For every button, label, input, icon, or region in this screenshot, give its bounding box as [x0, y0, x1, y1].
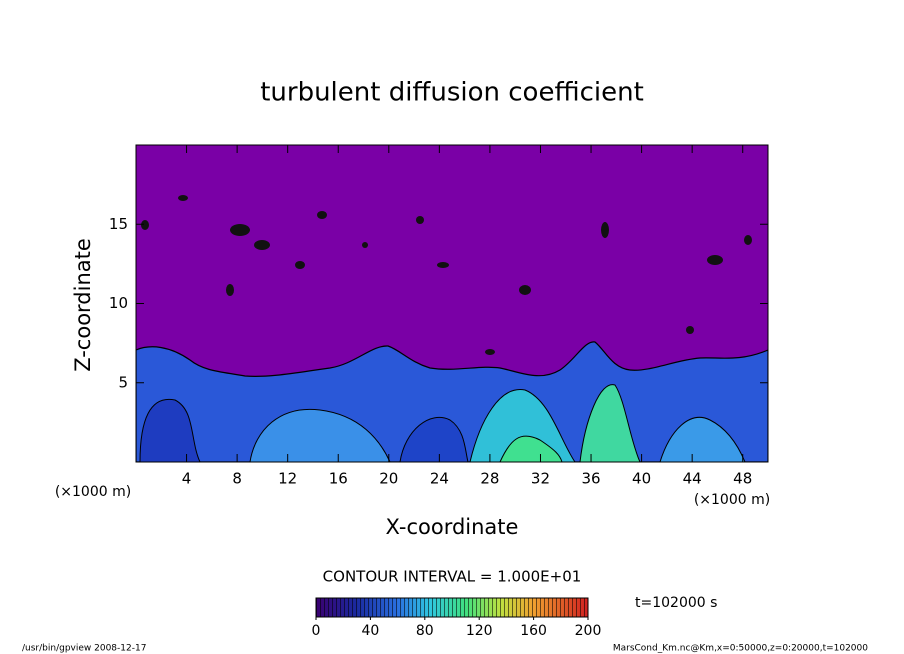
contour-interval: CONTOUR INTERVAL = 1.000E+01	[323, 568, 582, 586]
y-unit-label: (×1000 m)	[55, 484, 131, 500]
footer-right: MarsCond_Km.nc@Km,x=0:50000,z=0:20000,t=…	[613, 644, 868, 654]
x-unit-label: (×1000 m)	[694, 492, 770, 508]
x-tick-label: 48	[733, 470, 752, 488]
x-tick-label: 20	[379, 470, 398, 488]
x-tick-label: 40	[632, 470, 651, 488]
colorbar-tick-label: 40	[361, 623, 379, 639]
x-tick-label: 44	[683, 470, 702, 488]
colorbar-tick-label: 120	[466, 623, 493, 639]
x-tick-label: 8	[232, 470, 242, 488]
y-tick-label: 10	[109, 294, 128, 312]
time-label: t=102000 s	[635, 595, 717, 611]
x-tick-label: 12	[278, 470, 297, 488]
colorbar-frame	[315, 597, 589, 618]
x-tick-label: 36	[581, 470, 600, 488]
x-tick-label: 4	[182, 470, 192, 488]
colorbar-tick-label: 80	[416, 623, 434, 639]
colorbar-tick-label: 160	[520, 623, 547, 639]
x-axis-label: X-coordinate	[386, 515, 519, 539]
colorbar-tick-label: 200	[575, 623, 602, 639]
footer-left: /usr/bin/gpview 2008-12-17	[22, 644, 146, 654]
y-axis-label: Z-coordinate	[71, 238, 95, 372]
x-tick-label: 16	[329, 470, 348, 488]
x-tick-label: 24	[430, 470, 449, 488]
contour-field	[136, 145, 768, 462]
colorbar-tick-label: 0	[312, 623, 321, 639]
x-tick-label: 28	[480, 470, 499, 488]
y-tick-label: 5	[118, 373, 128, 391]
x-tick-label: 32	[531, 470, 550, 488]
y-tick-label: 15	[109, 215, 128, 233]
chart-title: turbulent diffusion coefficient	[260, 78, 644, 108]
